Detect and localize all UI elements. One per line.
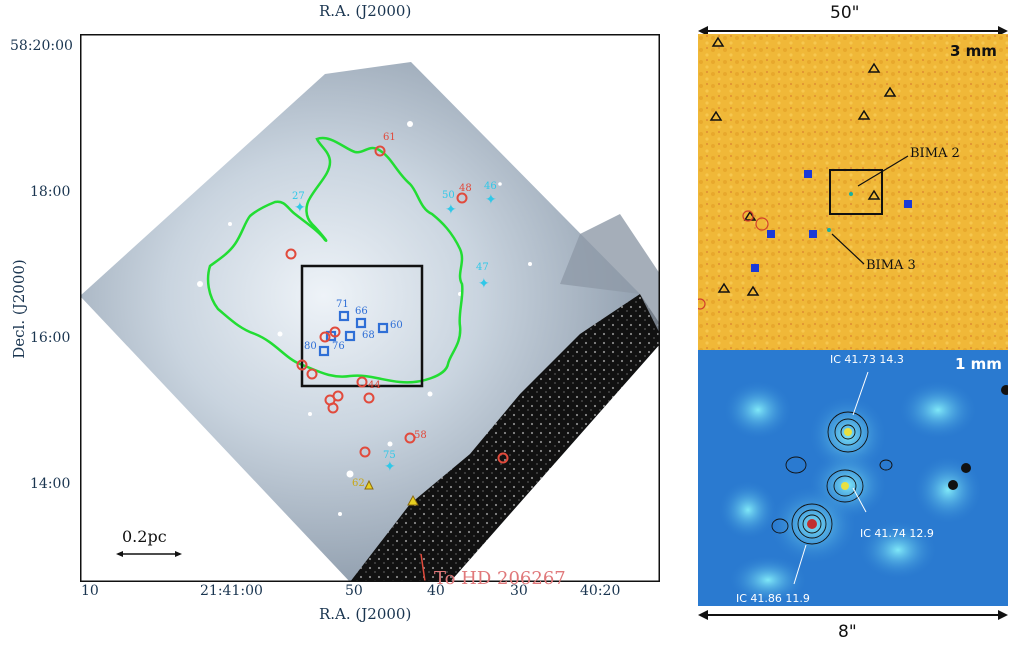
marker-label: 76 xyxy=(332,341,345,352)
open-circle-markers xyxy=(698,210,769,310)
marker-label: 75 xyxy=(383,450,396,461)
marker-label: 48 xyxy=(459,183,472,194)
y-tick-label: 18:00 xyxy=(30,184,71,200)
source-label: IC 41.74 12.9 xyxy=(860,527,934,540)
svg-text:✦: ✦ xyxy=(445,202,457,218)
y-axis-title: Decl. (J2000) xyxy=(9,259,28,359)
marker-label: 80 xyxy=(304,341,317,352)
scale-bar-label: 0.2pc xyxy=(122,527,167,546)
optical-image-panel: ✦ ✦ ✦ ✦ ✦ xyxy=(80,34,660,582)
map-1mm-label: 1 mm xyxy=(955,355,1002,373)
bottom-axis-title: R.A. (J2000) xyxy=(319,605,412,623)
marker-label: 71 xyxy=(336,299,349,310)
marker-label: 46 xyxy=(484,181,497,192)
marker-label: 50 xyxy=(442,190,455,201)
dark-dust-region xyxy=(350,294,660,582)
zoom-box-3mm xyxy=(829,169,883,215)
image-frame xyxy=(80,34,660,582)
x-tick-label: 40:20 xyxy=(580,583,621,599)
peak-sources xyxy=(807,428,852,529)
marker-label: 62 xyxy=(352,478,365,489)
svg-text:✦: ✦ xyxy=(478,276,490,292)
x-tick-label: 40 xyxy=(427,583,445,599)
y-tick-label: 16:00 xyxy=(30,330,71,346)
green-contour xyxy=(206,136,464,384)
bima-sources xyxy=(827,192,853,232)
red-circle-markers xyxy=(285,145,509,464)
x-tick-label: 10 xyxy=(81,583,99,599)
filled-square-markers xyxy=(751,170,912,272)
x-tick-label: 21:41:00 xyxy=(200,583,263,599)
arrow-label: To HD 206267 xyxy=(434,568,566,589)
marker-label: 68 xyxy=(362,330,375,341)
svg-text:✦: ✦ xyxy=(485,192,497,208)
contours-1mm xyxy=(771,411,893,545)
x-tick-label: 50 xyxy=(345,583,363,599)
bottom-scale-label: 8" xyxy=(838,622,857,642)
x-tick-label: 30 xyxy=(510,583,528,599)
bima-label: BIMA 2 xyxy=(910,146,960,161)
y-tick-label: 14:00 xyxy=(30,476,71,492)
top-scale-arrow xyxy=(698,26,1008,36)
marker-label: 27 xyxy=(292,191,305,202)
marker-label: 44 xyxy=(368,380,381,391)
svg-text:✦: ✦ xyxy=(294,200,306,216)
top-axis-title: R.A. (J2000) xyxy=(319,2,412,20)
marker-label: 47 xyxy=(476,262,489,273)
marker-label: 66 xyxy=(355,306,368,317)
field-stars xyxy=(197,121,532,516)
map-1mm xyxy=(698,350,1008,606)
source-label: IC 41.73 14.3 xyxy=(830,353,904,366)
triangle-markers xyxy=(709,36,897,296)
bima-label: BIMA 3 xyxy=(866,258,916,273)
map-3mm-label: 3 mm xyxy=(950,42,997,60)
cyan-star-markers: ✦ ✦ ✦ ✦ ✦ xyxy=(294,192,497,475)
marker-label: 61 xyxy=(383,132,396,143)
y-tick-label: 58:20:00 xyxy=(10,38,73,54)
marker-label: 60 xyxy=(390,320,403,331)
yellow-triangle-markers xyxy=(364,479,419,506)
dark-spots xyxy=(948,385,1008,490)
scale-bar xyxy=(116,551,182,557)
top-scale-label: 50" xyxy=(830,3,860,23)
marker-label: 58 xyxy=(414,430,427,441)
source-label: IC 41.86 11.9 xyxy=(736,592,810,605)
bottom-scale-arrow xyxy=(698,610,1008,620)
map-3mm xyxy=(698,34,1008,350)
svg-text:✦: ✦ xyxy=(384,459,396,475)
